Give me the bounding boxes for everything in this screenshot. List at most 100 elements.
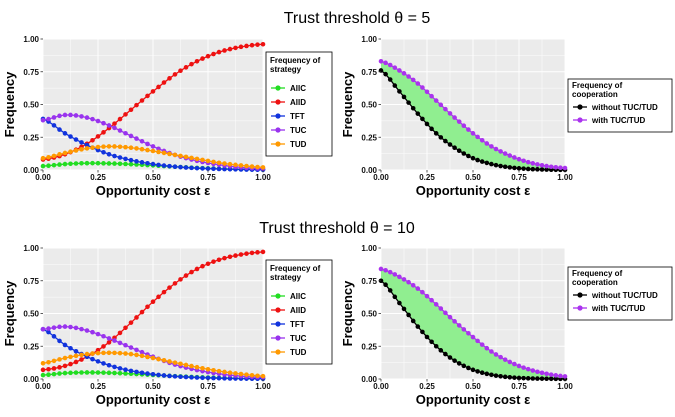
data-point: [415, 81, 421, 86]
data-point: [123, 161, 128, 167]
y-tick-label: 0.75: [361, 68, 377, 77]
data-point: [406, 100, 411, 105]
data-point: [558, 373, 563, 379]
data-point: [51, 153, 57, 159]
x-tick-label: 0.50: [465, 173, 481, 182]
data-point: [387, 62, 393, 68]
data-point: [553, 164, 559, 170]
panel-cooperation-theta5: 0.00 0.25 0.50 0.75 1.00 0.00 0.25 0.50 0.75 1.00…: [340, 35, 673, 198]
data-point: [397, 89, 402, 94]
data-point: [392, 65, 398, 70]
data-point: [211, 51, 216, 57]
data-point: [244, 163, 249, 169]
data-point: [406, 74, 411, 79]
data-point: [410, 318, 416, 324]
data-point: [57, 338, 62, 344]
y-tick-label: 0.00: [23, 375, 39, 384]
data-point: [167, 163, 172, 169]
data-point: [128, 145, 134, 151]
data-point: [493, 373, 499, 378]
data-point: [134, 369, 139, 375]
data-point: [548, 376, 554, 382]
data-point: [112, 125, 117, 131]
data-point: [539, 167, 545, 172]
y-tick-label: 0.50: [361, 101, 377, 110]
data-point: [117, 340, 123, 346]
data-point: [383, 267, 388, 273]
data-point: [90, 356, 95, 362]
data-point: [117, 128, 123, 133]
x-tick-label: 0.50: [145, 382, 161, 391]
data-point: [392, 294, 398, 300]
data-point: [112, 161, 117, 166]
x-tick-label: 0.00: [35, 173, 51, 182]
data-point: [544, 167, 549, 172]
data-point: [68, 361, 73, 367]
legend-swatch-point: [275, 321, 281, 327]
data-point: [128, 157, 134, 163]
data-point: [433, 131, 439, 136]
legend-item-label: TUC: [290, 334, 307, 343]
data-point: [117, 330, 123, 336]
data-point: [79, 114, 84, 119]
data-point: [530, 166, 536, 172]
data-point: [507, 153, 513, 158]
data-point: [84, 142, 90, 148]
data-point: [466, 127, 471, 132]
data-point: [461, 327, 467, 332]
data-point: [525, 159, 531, 165]
data-point: [73, 137, 79, 142]
data-point: [112, 121, 117, 126]
data-point: [507, 359, 513, 365]
data-point: [470, 155, 476, 161]
data-point: [40, 367, 46, 373]
data-point: [200, 56, 205, 61]
data-point: [249, 42, 255, 48]
data-point: [106, 144, 112, 149]
data-point: [90, 370, 95, 375]
data-point: [106, 350, 112, 356]
x-tick-label: 0.25: [90, 382, 106, 391]
data-point: [145, 354, 150, 360]
data-point: [521, 365, 526, 370]
data-point: [475, 338, 480, 344]
data-point: [156, 372, 161, 378]
data-point: [106, 123, 112, 128]
data-point: [95, 370, 101, 375]
data-point: [521, 158, 526, 164]
legend-title: Frequency of: [572, 269, 623, 278]
data-point: [194, 58, 200, 64]
legend-swatch-point: [275, 349, 281, 355]
x-tick-label: 0.25: [419, 382, 435, 391]
data-point: [73, 359, 79, 365]
data-point: [211, 159, 216, 165]
data-point: [95, 160, 101, 166]
data-point: [521, 166, 526, 171]
x-tick-label: 0.50: [145, 173, 161, 182]
data-point: [410, 77, 416, 83]
data-point: [429, 297, 434, 303]
data-point: [216, 166, 222, 172]
data-point: [46, 366, 51, 372]
data-point: [200, 157, 205, 163]
data-point: [211, 375, 216, 381]
data-point: [68, 324, 73, 330]
data-point: [161, 163, 167, 168]
data-point: [79, 326, 84, 332]
data-point: [161, 289, 167, 295]
data-point: [447, 111, 453, 116]
x-axis-label: Opportunity cost ε: [96, 392, 211, 407]
data-point: [57, 371, 62, 376]
data-point: [150, 89, 156, 94]
series-with-tuc-tud: [378, 58, 568, 171]
data-point: [452, 358, 457, 363]
data-point: [233, 253, 238, 258]
data-point: [227, 161, 233, 167]
data-point: [123, 367, 128, 372]
x-tick-label: 1.00: [557, 173, 573, 182]
data-point: [183, 165, 189, 170]
data-point: [420, 329, 425, 335]
legend-item-label: AllC: [290, 292, 306, 301]
data-point: [40, 155, 46, 161]
data-point: [95, 134, 101, 139]
